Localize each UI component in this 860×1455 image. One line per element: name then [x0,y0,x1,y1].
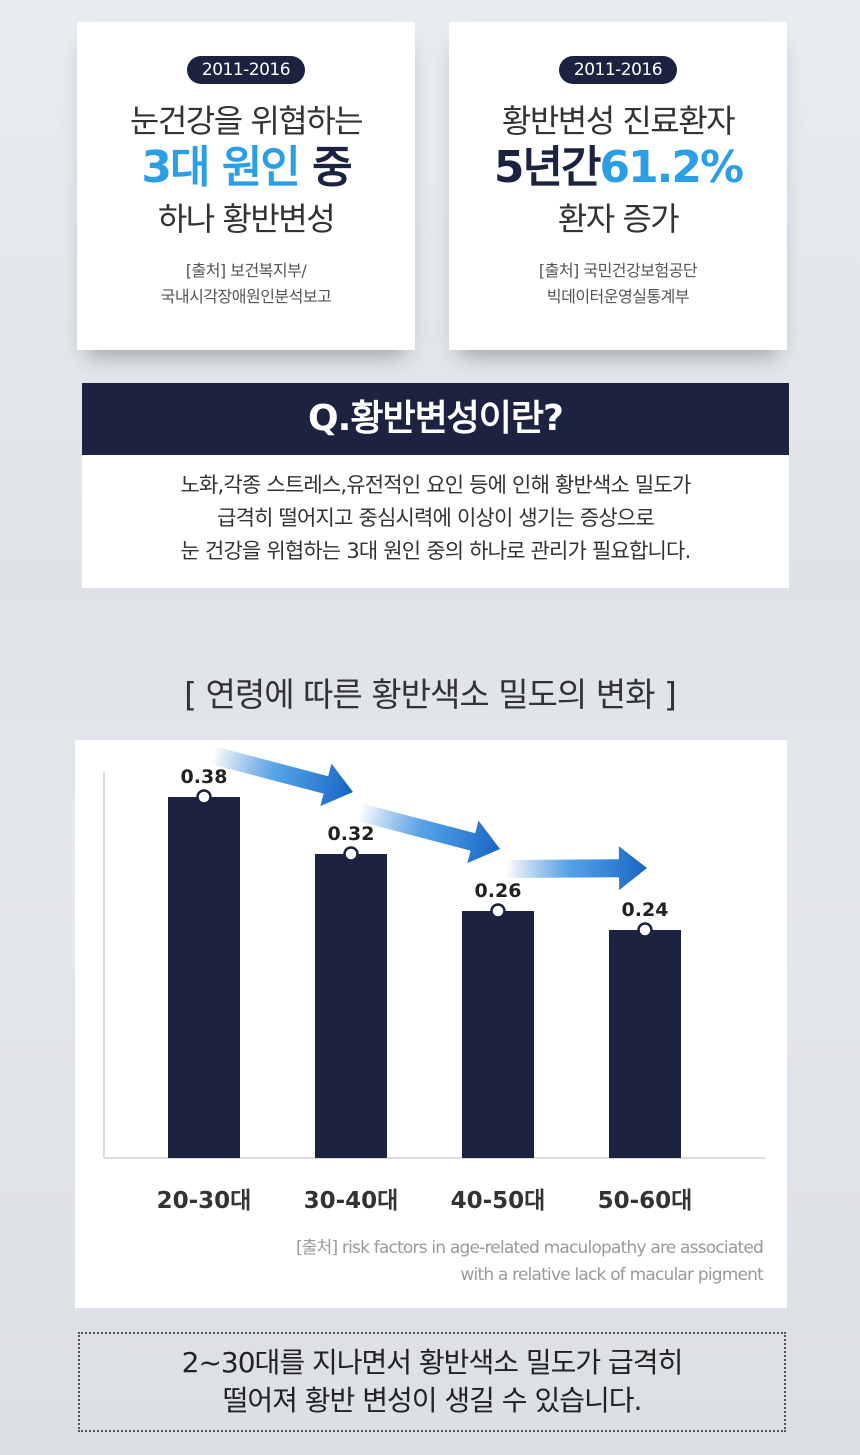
card-line-3: 하나 황반변성 [157,200,336,238]
summary-note: 2~30대를 지나면서 황반색소 밀도가 급격히 떨어져 황반 변성이 생길 수… [78,1332,786,1432]
stat-card-causes: 2011-2016 눈건강을 위협하는 3대 원인 중 하나 황반변성 [출처]… [77,22,415,350]
trend-arrow [356,803,501,864]
data-point-marker [343,846,359,862]
x-tick-label: 30-40대 [304,1188,399,1214]
trend-arrow [505,846,648,891]
card-source-line-2: 빅데이터운영실통계부 [546,287,690,306]
data-label: 0.38 [181,766,228,788]
period-badge: 2011-2016 [558,56,678,84]
data-point-marker [637,922,653,938]
card-source: [출처] 보건복지부/ 국내시각장애원인분석보고 [77,258,415,310]
card-line-3: 환자 증가 [557,200,680,238]
question-answer: 노화,각종 스트레스,유전적인 요인 등에 인해 황반색소 밀도가 급격히 떨어… [82,455,789,588]
card-source-line-2: 국내시각장애원인분석보고 [160,287,332,306]
bar-40-50대 [462,911,534,1158]
card-line-1: 황반변성 진료환자 [501,102,736,140]
chart-panel: 0.38 20-30대 0.32 30-40대 0.26 40-50대 0.24 50-60대… [75,740,787,1308]
data-label: 0.24 [622,899,669,921]
stat-card-increase: 2011-2016 황반변성 진료환자 5년간61.2% 환자 증가 [출처] … [449,22,787,350]
card-headline: 5년간61.2% [449,142,787,194]
summary-line-2: 떨어져 황반 변성이 생길 수 있습니다. [222,1384,643,1417]
answer-line-1: 노화,각종 스트레스,유전적인 요인 등에 인해 황반색소 밀도가 [180,473,691,497]
x-tick-label: 20-30대 [157,1188,252,1214]
summary-line-1: 2~30대를 지나면서 황반색소 밀도가 급격히 [181,1346,684,1379]
answer-line-3: 눈 건강을 위협하는 3대 원인 중의 하나로 관리가 필요합니다. [180,539,692,563]
bar-chart: 0.38 20-30대 0.32 30-40대 0.26 40-50대 0.24 50-60대 [103,746,765,1214]
card-headline: 3대 원인 중 [77,142,415,194]
card-headline-prefix: 5년간 [493,142,602,193]
bar-50-60대 [609,930,681,1158]
card-headline-rest: 중 [298,142,352,193]
card-headline-highlight: 61.2% [599,142,744,193]
chart-source-line-1: [출처] risk factors in age-related maculop… [295,1238,764,1258]
data-point-marker [490,903,506,919]
data-label: 0.32 [328,823,375,845]
chart-source: [출처] risk factors in age-related maculop… [295,1235,764,1289]
chart-source-line-2: with a relative lack of macular pigment [460,1265,763,1285]
data-label: 0.26 [475,880,522,902]
card-source-line-1: [출처] 보건복지부/ [185,261,307,280]
question-title: Q.황반변성이란? [82,383,789,455]
period-badge: 2011-2016 [186,56,306,84]
card-line-1: 눈건강을 위협하는 [129,102,364,140]
card-source-line-1: [출처] 국민건강보험공단 [538,261,698,280]
data-point-marker [196,789,212,805]
bar-30-40대 [315,854,387,1158]
answer-line-2: 급격히 떨어지고 중심시력에 이상이 생기는 증상으로 [217,506,655,530]
card-headline-highlight: 3대 원인 [141,142,300,193]
x-tick-label: 40-50대 [451,1188,546,1214]
bar-20-30대 [168,797,240,1158]
trend-arrow [209,746,354,807]
chart-title: [ 연령에 따른 황반색소 밀도의 변화 ] [184,675,677,714]
card-source: [출처] 국민건강보험공단 빅데이터운영실통계부 [449,258,787,310]
x-tick-label: 50-60대 [598,1188,693,1214]
